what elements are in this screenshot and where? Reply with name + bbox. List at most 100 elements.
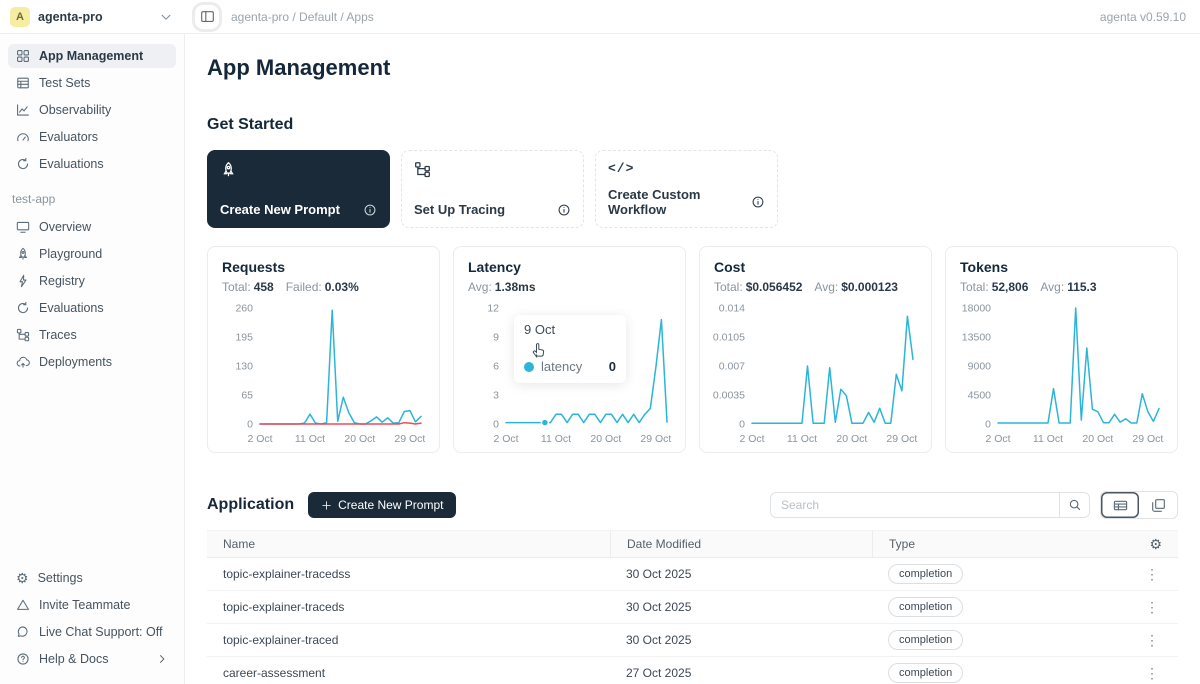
svg-text:0: 0 bbox=[985, 419, 991, 431]
sidebar-item-app-management[interactable]: App Management bbox=[8, 44, 176, 68]
create-new-prompt-button[interactable]: Create New Prompt bbox=[308, 492, 456, 518]
chart-stats: Avg:1.38ms bbox=[468, 280, 671, 294]
chart-title: Requests bbox=[222, 259, 425, 275]
sidebar-item-label: Evaluations bbox=[39, 301, 104, 315]
sidebar-footer-item-invite-teammate[interactable]: Invite Teammate bbox=[8, 593, 176, 617]
chart-stat: Avg:1.38ms bbox=[468, 280, 536, 294]
table-row[interactable]: career-assessment27 Oct 2025completion⋮ bbox=[207, 657, 1178, 684]
svg-text:0: 0 bbox=[493, 419, 499, 431]
row-menu-icon[interactable]: ⋮ bbox=[1142, 633, 1162, 647]
info-icon[interactable] bbox=[363, 203, 377, 217]
sidebar-app-item-evaluations[interactable]: Evaluations bbox=[8, 296, 176, 320]
sidebar-item-observability[interactable]: Observability bbox=[8, 98, 176, 122]
sidebar-item-label: Playground bbox=[39, 247, 102, 261]
type-cell: completion bbox=[872, 564, 1093, 584]
chart-stats: Total:52,806 Avg:115.3 bbox=[960, 280, 1163, 294]
sidebar-app-item-traces[interactable]: Traces bbox=[8, 323, 176, 347]
chart-stat: Total:458 bbox=[222, 280, 274, 294]
type-cell: completion bbox=[872, 663, 1093, 683]
tooltip-series-dot bbox=[524, 362, 534, 372]
sidebar-item-evaluators[interactable]: Evaluators bbox=[8, 125, 176, 149]
sidebar-main-nav: App Management Test Sets Observability Eval… bbox=[8, 44, 176, 176]
chart-stat: Total:52,806 bbox=[960, 280, 1028, 294]
svg-text:0: 0 bbox=[739, 419, 745, 431]
get-started-card-set-up-tracing[interactable]: Set Up Tracing bbox=[401, 150, 584, 228]
workspace-switcher[interactable]: A agenta-pro bbox=[0, 7, 185, 27]
tooltip-date: 9 Oct bbox=[524, 322, 616, 337]
breadcrumb[interactable]: agenta-pro / Default / Apps bbox=[231, 10, 374, 24]
row-actions-cell: ⋮ bbox=[1093, 600, 1178, 614]
app-name-cell: topic-explainer-traced bbox=[207, 633, 610, 647]
svg-text:29 Oct: 29 Oct bbox=[640, 433, 671, 445]
sidebar-app-item-overview[interactable]: Overview bbox=[8, 215, 176, 239]
svg-text:4500: 4500 bbox=[968, 390, 992, 402]
table-row[interactable]: topic-explainer-traced30 Oct 2025complet… bbox=[207, 624, 1178, 657]
table-header-row: NameDate ModifiedType⚙ bbox=[207, 530, 1178, 558]
sidebar-toggle-button[interactable] bbox=[195, 5, 219, 29]
sidebar-app-item-deployments[interactable]: Deployments bbox=[8, 350, 176, 374]
workspace-name[interactable]: agenta-pro bbox=[38, 10, 151, 24]
page-title: App Management bbox=[207, 55, 1178, 81]
table-view-button[interactable] bbox=[1101, 492, 1139, 518]
sidebar-footer-item-help-docs[interactable]: Help & Docs bbox=[8, 647, 176, 671]
svg-text:18000: 18000 bbox=[962, 303, 991, 315]
chart-stats: Total:$0.056452Avg:$0.000123 bbox=[714, 280, 917, 294]
svg-text:3: 3 bbox=[493, 390, 499, 402]
sidebar-item-test-sets[interactable]: Test Sets bbox=[8, 71, 176, 95]
sidebar-item-label: Invite Teammate bbox=[39, 598, 130, 612]
sidebar-item-label: App Management bbox=[39, 49, 143, 63]
app-name-cell: topic-explainer-traceds bbox=[207, 600, 610, 614]
gauge-icon bbox=[16, 130, 30, 144]
svg-text:2 Oct: 2 Oct bbox=[739, 433, 764, 445]
search-input[interactable] bbox=[771, 498, 1059, 512]
bolt-icon bbox=[16, 274, 30, 288]
sidebar-footer-item-live-chat-support-off[interactable]: Live Chat Support: Off bbox=[8, 620, 176, 644]
sidebar-item-label: Help & Docs bbox=[39, 652, 108, 666]
svg-text:65: 65 bbox=[241, 390, 253, 402]
info-icon[interactable] bbox=[557, 203, 571, 217]
sidebar-item-evaluations[interactable]: Evaluations bbox=[8, 152, 176, 176]
info-icon[interactable] bbox=[751, 195, 765, 209]
app-name-cell: career-assessment bbox=[207, 666, 610, 680]
type-cell: completion bbox=[872, 630, 1093, 650]
table-settings-icon[interactable]: ⚙ bbox=[1149, 537, 1162, 551]
search-icon[interactable] bbox=[1059, 493, 1089, 517]
sidebar-footer-item-settings[interactable]: ⚙Settings bbox=[8, 566, 176, 590]
sidebar: App Management Test Sets Observability Eval… bbox=[0, 34, 185, 684]
row-actions-cell: ⋮ bbox=[1093, 633, 1178, 647]
panel-left-icon bbox=[200, 9, 215, 24]
trend-icon bbox=[16, 103, 30, 117]
grid-icon bbox=[16, 49, 30, 63]
svg-text:6: 6 bbox=[493, 361, 499, 373]
chart-stat: Avg:115.3 bbox=[1040, 280, 1096, 294]
svg-text:0.0105: 0.0105 bbox=[713, 332, 745, 344]
sidebar-app-item-playground[interactable]: Playground bbox=[8, 242, 176, 266]
svg-text:2 Oct: 2 Oct bbox=[493, 433, 518, 445]
svg-text:20 Oct: 20 Oct bbox=[1082, 433, 1113, 445]
row-menu-icon[interactable]: ⋮ bbox=[1142, 567, 1162, 581]
chart-plot: 0651301952602 Oct11 Oct20 Oct29 Oct bbox=[222, 300, 425, 453]
chart-title: Cost bbox=[714, 259, 917, 275]
get-started-card-create-custom-workflow[interactable]: </>Create Custom Workflow bbox=[595, 150, 778, 228]
row-menu-icon[interactable]: ⋮ bbox=[1142, 666, 1162, 680]
date-modified-cell: 30 Oct 2025 bbox=[610, 633, 872, 647]
tooltip-series-value: 0 bbox=[609, 359, 616, 374]
triangle-icon bbox=[16, 598, 30, 612]
table-row[interactable]: topic-explainer-tracedss30 Oct 2025compl… bbox=[207, 558, 1178, 591]
chart-tooltip: 9 Octlatency0 bbox=[514, 315, 626, 383]
get-started-card-create-new-prompt[interactable]: Create New Prompt bbox=[207, 150, 390, 228]
chevron-down-icon bbox=[159, 10, 173, 24]
table-row[interactable]: topic-explainer-traceds30 Oct 2025comple… bbox=[207, 591, 1178, 624]
sidebar-app-item-registry[interactable]: Registry bbox=[8, 269, 176, 293]
chart-stats: Total:458Failed:0.03% bbox=[222, 280, 425, 294]
svg-text:260: 260 bbox=[235, 303, 253, 315]
type-badge: completion bbox=[888, 597, 963, 617]
type-badge: completion bbox=[888, 564, 963, 584]
date-modified-cell: 30 Oct 2025 bbox=[610, 567, 872, 581]
tree-icon bbox=[16, 328, 30, 342]
svg-text:20 Oct: 20 Oct bbox=[344, 433, 375, 445]
cursor-hand-icon bbox=[530, 341, 548, 362]
card-view-button[interactable] bbox=[1139, 492, 1177, 518]
row-menu-icon[interactable]: ⋮ bbox=[1142, 600, 1162, 614]
chat-icon bbox=[16, 625, 30, 639]
